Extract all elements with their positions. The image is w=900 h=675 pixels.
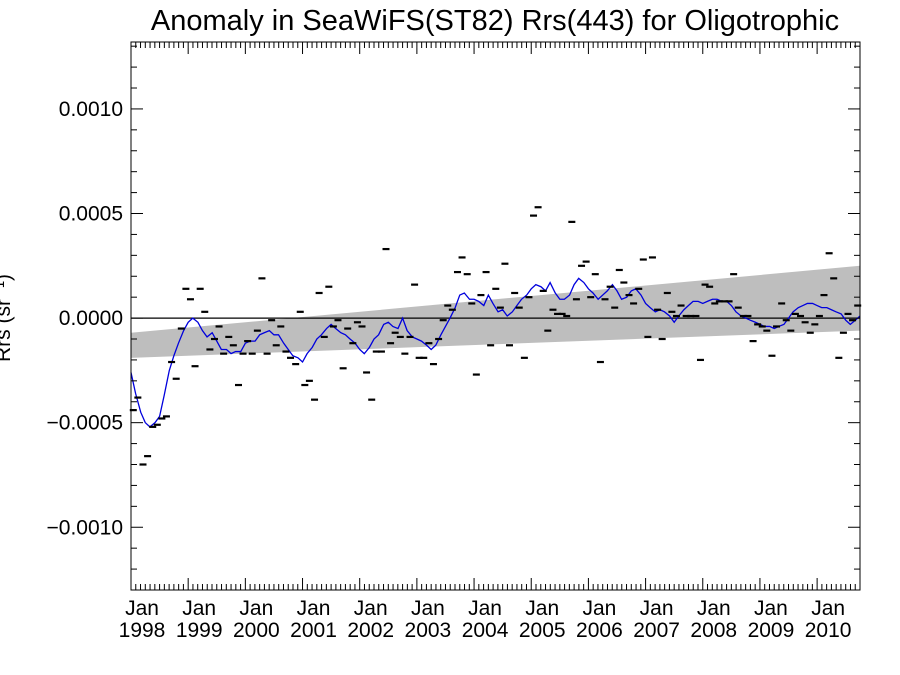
y-axis-ticks: 0.0010 0.0005 0.0000 −0.0005 −0.0010 (47, 45, 860, 570)
y-axis-label: Rrs (sr⁻¹) (0, 274, 15, 362)
y-tick-label: 0.0010 (59, 98, 123, 121)
x-tick-label-month: Jan (125, 597, 159, 620)
trend-confidence-band (131, 265, 860, 358)
x-tick-label-month: Jan (239, 597, 273, 620)
running-mean-path (130, 277, 861, 428)
x-tick-label-year: 2003 (405, 619, 452, 642)
monthly-anomaly-points (129, 206, 862, 466)
y-tick-label: 0.0000 (59, 307, 123, 330)
y-tick-label: 0.0005 (59, 203, 123, 226)
x-tick-label-year: 2010 (805, 619, 852, 642)
trend-band (131, 265, 860, 358)
x-tick-label-month: Jan (297, 597, 331, 620)
plot-border (130, 41, 861, 591)
x-tick-label-year: 1999 (176, 619, 223, 642)
x-tick-label-year: 1998 (119, 619, 166, 642)
x-tick-label-month: Jan (697, 597, 731, 620)
x-tick-label-month: Jan (582, 597, 616, 620)
x-tick-label-year: 2000 (233, 619, 280, 642)
x-axis-ticks: Jan1998Jan1999Jan2000Jan2001Jan2002Jan20… (119, 42, 861, 642)
y-tick-label: −0.0010 (47, 516, 124, 539)
x-tick-label-month: Jan (468, 597, 502, 620)
x-tick-label-year: 2001 (290, 619, 337, 642)
x-tick-label-year: 2005 (519, 619, 566, 642)
y-tick-label: −0.0005 (47, 412, 124, 435)
x-tick-label-year: 2002 (347, 619, 394, 642)
x-tick-label-month: Jan (354, 597, 388, 620)
x-tick-label-month: Jan (182, 597, 216, 620)
x-tick-label-month: Jan (640, 597, 674, 620)
x-tick-label-year: 2006 (576, 619, 623, 642)
x-tick-label-month: Jan (754, 597, 788, 620)
x-tick-label-month: Jan (525, 597, 559, 620)
x-tick-label-year: 2008 (690, 619, 737, 642)
x-tick-label-year: 2004 (462, 619, 509, 642)
x-tick-label-month: Jan (811, 597, 845, 620)
plot-frame (130, 41, 861, 591)
running-mean-line (130, 277, 861, 428)
chart-title: Anomaly in SeaWiFS(ST82) Rrs(443) for Ol… (151, 5, 839, 37)
x-tick-label-year: 2007 (633, 619, 680, 642)
x-tick-label-month: Jan (411, 597, 445, 620)
x-tick-label-year: 2009 (748, 619, 795, 642)
